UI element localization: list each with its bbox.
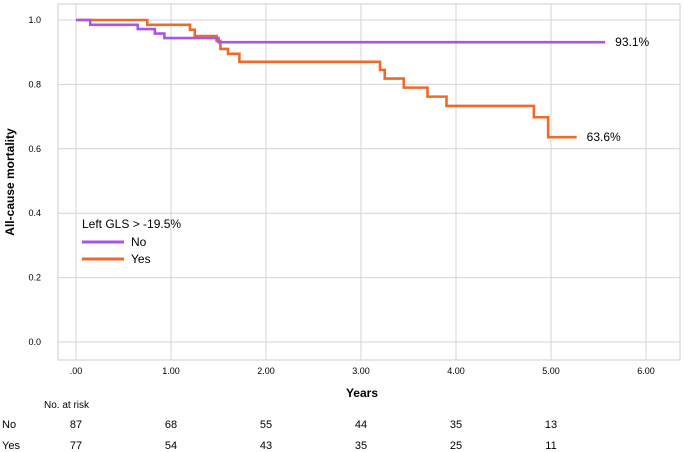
- y-tick-label: 1.0: [28, 15, 41, 25]
- risk-row-label-yes: Yes: [2, 440, 20, 452]
- x-tick-label: 4.00: [447, 366, 465, 376]
- risk-cell: 55: [260, 419, 272, 431]
- x-tick-label: 3.00: [352, 366, 370, 376]
- legend-label-no: No: [131, 235, 147, 249]
- y-tick-label: 0.0: [28, 337, 41, 347]
- legend-title: Left GLS > -19.5%: [82, 217, 181, 231]
- legend-label-yes: Yes: [131, 252, 151, 266]
- y-tick-label: 0.2: [28, 273, 41, 283]
- x-tick-label: 1.00: [162, 366, 180, 376]
- y-tick-label: 0.8: [28, 79, 41, 89]
- risk-cell: 87: [70, 419, 82, 431]
- risk-table: No. at risk No Yes 87 68 55 44 35 13 77 54 43 35 2…: [2, 400, 557, 452]
- series-line-no: [76, 18, 606, 44]
- x-axis-title: Years: [346, 386, 378, 400]
- end-label-yes: 63.6%: [587, 130, 621, 144]
- risk-cell: 77: [70, 440, 82, 452]
- plot-area: [57, 3, 681, 361]
- gridlines: [58, 4, 680, 360]
- y-axis-title: All-cause mortality: [3, 128, 17, 236]
- x-tick-label: 2.00: [257, 366, 275, 376]
- risk-cell: 13: [545, 419, 557, 431]
- risk-row-label-no: No: [2, 419, 16, 431]
- legend: Left GLS > -19.5% No Yes: [82, 217, 181, 266]
- y-tick-label: 0.6: [28, 144, 41, 154]
- end-label-no: 93.1%: [615, 35, 649, 49]
- tick-labels: .00 1.00 2.00 3.00 4.00 5.00 6.00 0.0 0.2 0.4 0.6 0…: [28, 15, 654, 376]
- survival-curves: 63.6% 93.1%: [76, 18, 650, 144]
- risk-cell: 35: [355, 440, 367, 452]
- risk-cell: 35: [450, 419, 462, 431]
- risk-cell: 68: [165, 419, 177, 431]
- x-tick-label: 6.00: [637, 366, 655, 376]
- risk-cell: 54: [165, 440, 177, 452]
- risk-cell: 44: [355, 419, 367, 431]
- x-tick-label: .00: [70, 366, 83, 376]
- x-tick-label: 5.00: [542, 366, 560, 376]
- risk-table-header: No. at risk: [44, 400, 90, 411]
- risk-cell: 43: [260, 440, 272, 452]
- risk-cell: 11: [545, 440, 556, 452]
- y-tick-label: 0.4: [28, 208, 41, 218]
- risk-cell: 25: [450, 440, 462, 452]
- series-line-yes: [76, 18, 577, 139]
